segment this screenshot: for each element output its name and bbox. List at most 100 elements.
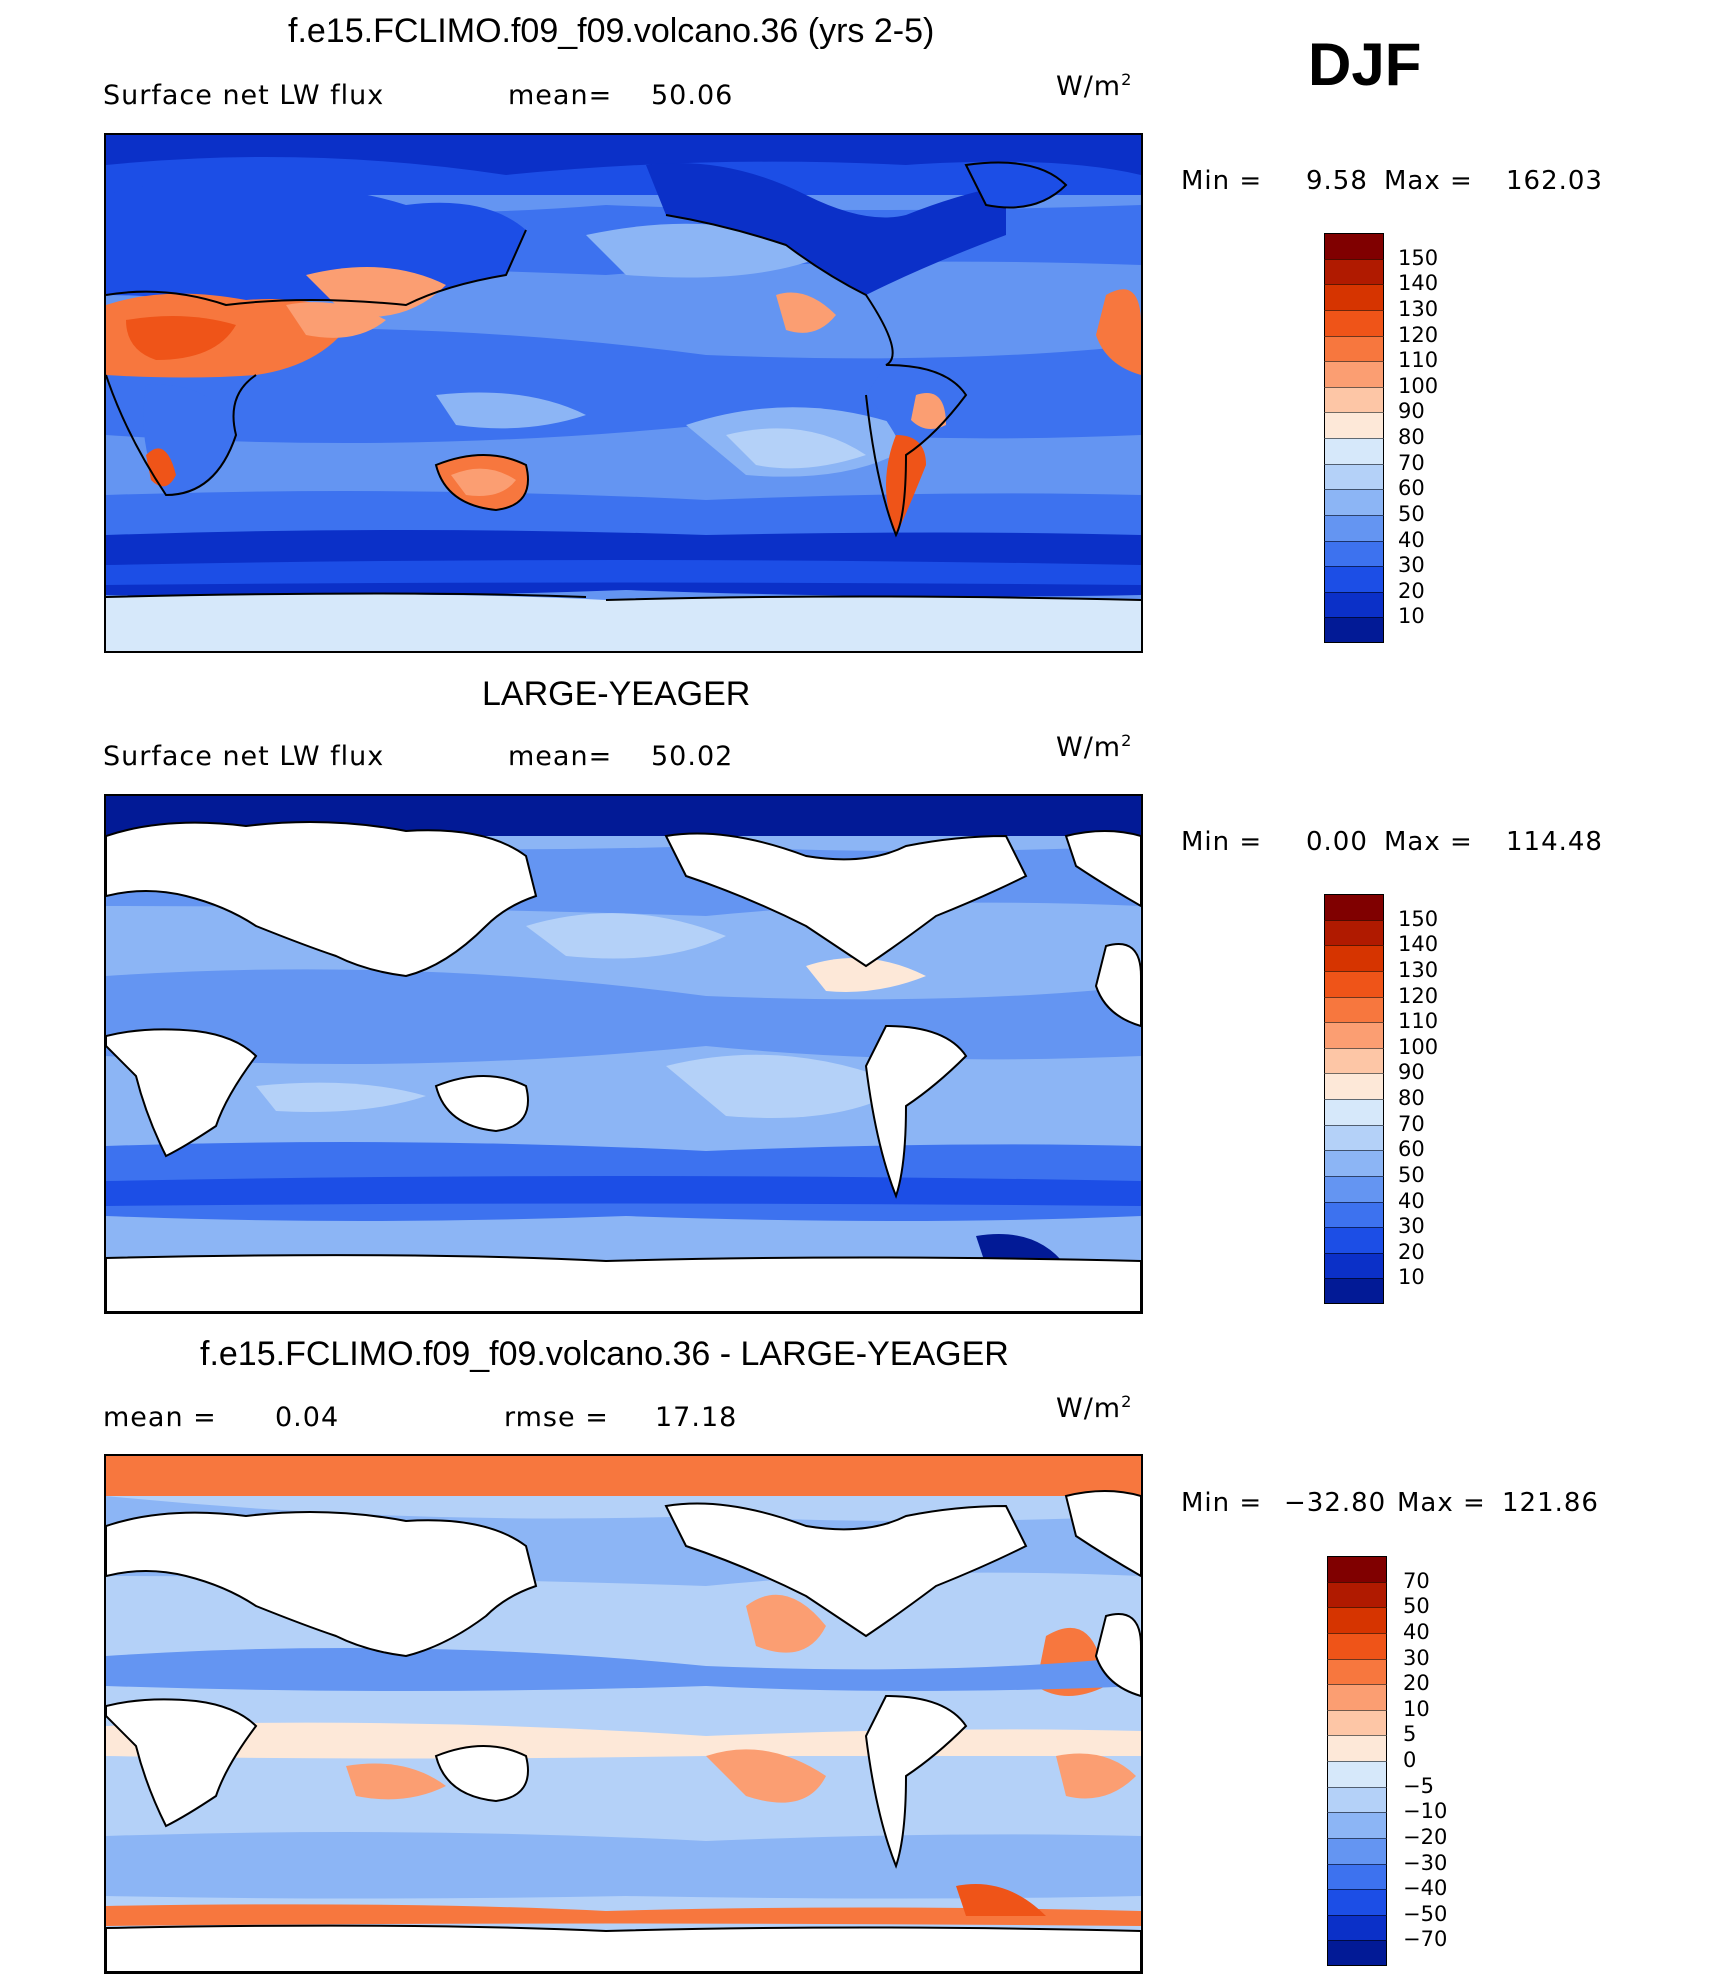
- panel1-max-label: Max =: [1384, 166, 1473, 196]
- colorbar-swatch: [1324, 894, 1384, 920]
- colorbar-swatch: [1324, 591, 1384, 618]
- colorbar-swatch: [1324, 1073, 1384, 1099]
- colorbar-tick-label: 100: [1398, 373, 1439, 398]
- panel3-max-label: Max =: [1397, 1488, 1486, 1518]
- colorbar-swatch: [1324, 438, 1384, 464]
- panel3-title: f.e15.FCLIMO.f09_f09.volcano.36 - LARGE-…: [200, 1335, 1009, 1373]
- colorbar-swatch: [1324, 1201, 1384, 1228]
- colorbar-swatch: [1324, 1278, 1384, 1304]
- panel3-map-canvas: [106, 1456, 1141, 1972]
- colorbar-swatch: [1324, 970, 1384, 997]
- colorbar-tick-label: −20: [1403, 1824, 1448, 1849]
- panel3-min-value: −32.80: [1284, 1488, 1387, 1518]
- colorbar-tick-label: 130: [1398, 296, 1439, 321]
- colorbar-swatch: [1324, 919, 1384, 946]
- colorbar-tick-label: 10: [1403, 1696, 1430, 1721]
- panel2-title: LARGE-YEAGER: [482, 675, 751, 713]
- colorbar-swatch: [1324, 1175, 1384, 1202]
- colorbar-tick-label: −30: [1403, 1850, 1448, 1875]
- colorbar-tick-label: 30: [1398, 553, 1425, 578]
- colorbar-tick-label: 70: [1403, 1568, 1430, 1593]
- colorbar-tick-label: 50: [1398, 1162, 1425, 1187]
- colorbar-tick-label: −70: [1403, 1927, 1448, 1952]
- panel1-mean-label: mean=: [508, 80, 613, 111]
- colorbar-swatch: [1324, 309, 1384, 336]
- colorbar-tick-label: 40: [1398, 527, 1425, 552]
- colorbar-swatch: [1327, 1812, 1387, 1838]
- colorbar-tick-label: 150: [1398, 245, 1439, 270]
- season-label: DJF: [1308, 31, 1422, 98]
- colorbar-swatch: [1327, 1632, 1387, 1659]
- panel3-mean-label: mean =: [103, 1402, 217, 1433]
- colorbar-tick-label: 10: [1398, 1265, 1425, 1290]
- panel2-units: W/m2: [1056, 731, 1133, 763]
- colorbar-swatch: [1324, 258, 1384, 285]
- panel2-mean-value: 50.02: [651, 741, 734, 772]
- colorbar-tick-label: 100: [1398, 1034, 1439, 1059]
- colorbar-tick-label: 60: [1398, 476, 1425, 501]
- panel1-map: [104, 133, 1143, 653]
- colorbar-tick-label: −40: [1403, 1876, 1448, 1901]
- colorbar-swatch: [1324, 412, 1384, 438]
- panel2-field-label: Surface net LW flux: [103, 741, 385, 772]
- colorbar-tick-label: 0: [1403, 1748, 1417, 1772]
- colorbar-tick-label: 120: [1398, 983, 1439, 1008]
- colorbar-tick-label: 30: [1403, 1645, 1430, 1670]
- colorbar-tick-label: 110: [1398, 1009, 1439, 1034]
- colorbar-tick-label: 120: [1398, 322, 1439, 347]
- panel3-mean-value: 0.04: [275, 1402, 340, 1433]
- colorbar-tick-label: 40: [1403, 1619, 1430, 1644]
- panel2-map: [104, 794, 1143, 1314]
- panel2-map-canvas: [106, 796, 1141, 1312]
- panel3-max-value: 121.86: [1502, 1488, 1599, 1518]
- panel1-colorbar-ticks: 150 140 130 120 110 100 90 80 70 60 50 40 30 20 10: [1398, 233, 1478, 643]
- colorbar-tick-label: 130: [1398, 957, 1439, 982]
- colorbar-tick-label: 80: [1398, 425, 1425, 449]
- panel2-colorbar: [1324, 894, 1384, 1304]
- colorbar-tick-label: 20: [1398, 578, 1425, 603]
- panel3-units: W/m2: [1056, 1392, 1133, 1424]
- colorbar-tick-label: 80: [1398, 1086, 1425, 1110]
- colorbar-tick-label: 20: [1398, 1239, 1425, 1264]
- colorbar-swatch: [1327, 1889, 1387, 1915]
- colorbar-tick-label: 150: [1398, 906, 1439, 931]
- colorbar-tick-label: 50: [1398, 501, 1425, 526]
- colorbar-swatch: [1327, 1684, 1387, 1710]
- colorbar-swatch: [1327, 1940, 1387, 1966]
- colorbar-tick-label: 90: [1398, 399, 1425, 424]
- colorbar-swatch: [1324, 489, 1384, 515]
- colorbar-tick-label: 140: [1398, 932, 1439, 957]
- panel1-field-label: Surface net LW flux: [103, 80, 385, 111]
- colorbar-swatch: [1327, 1914, 1387, 1941]
- panel3-colorbar-ticks: 70 50 40 30 20 10 5 0 −5 −10 −20 −30 −40 −50 −70: [1403, 1556, 1483, 1966]
- panel3-map: [104, 1454, 1143, 1974]
- panel1-title: f.e15.FCLIMO.f09_f09.volcano.36 (yrs 2-5…: [288, 12, 935, 50]
- colorbar-tick-label: 40: [1398, 1188, 1425, 1213]
- colorbar-tick-label: 50: [1403, 1594, 1430, 1619]
- colorbar-swatch: [1324, 617, 1384, 643]
- colorbar-tick-label: 5: [1403, 1722, 1417, 1747]
- panel1-colorbar: [1324, 233, 1384, 643]
- colorbar-swatch: [1327, 1837, 1387, 1864]
- panel3-min-label: Min =: [1181, 1488, 1263, 1518]
- colorbar-tick-label: 70: [1398, 450, 1425, 475]
- colorbar-swatch: [1327, 1556, 1387, 1582]
- panel2-colorbar-ticks: 150 140 130 120 110 100 90 80 70 60 50 40 30 20 10: [1398, 894, 1478, 1304]
- colorbar-swatch: [1327, 1581, 1387, 1608]
- panel1-min-value: 9.58: [1306, 166, 1368, 196]
- panel1-min-label: Min =: [1181, 166, 1263, 196]
- colorbar-swatch: [1324, 1022, 1384, 1048]
- colorbar-swatch: [1324, 361, 1384, 387]
- panel1-units: W/m2: [1056, 70, 1133, 102]
- colorbar-swatch: [1324, 284, 1384, 310]
- colorbar-swatch: [1324, 1252, 1384, 1279]
- panel2-mean-label: mean=: [508, 741, 613, 772]
- colorbar-swatch: [1327, 1863, 1387, 1890]
- colorbar-swatch: [1327, 1761, 1387, 1787]
- colorbar-tick-label: 30: [1398, 1214, 1425, 1239]
- colorbar-swatch: [1324, 1047, 1384, 1074]
- colorbar-swatch: [1324, 514, 1384, 541]
- colorbar-swatch: [1327, 1658, 1387, 1685]
- colorbar-swatch: [1324, 1227, 1384, 1253]
- colorbar-tick-label: 20: [1403, 1671, 1430, 1696]
